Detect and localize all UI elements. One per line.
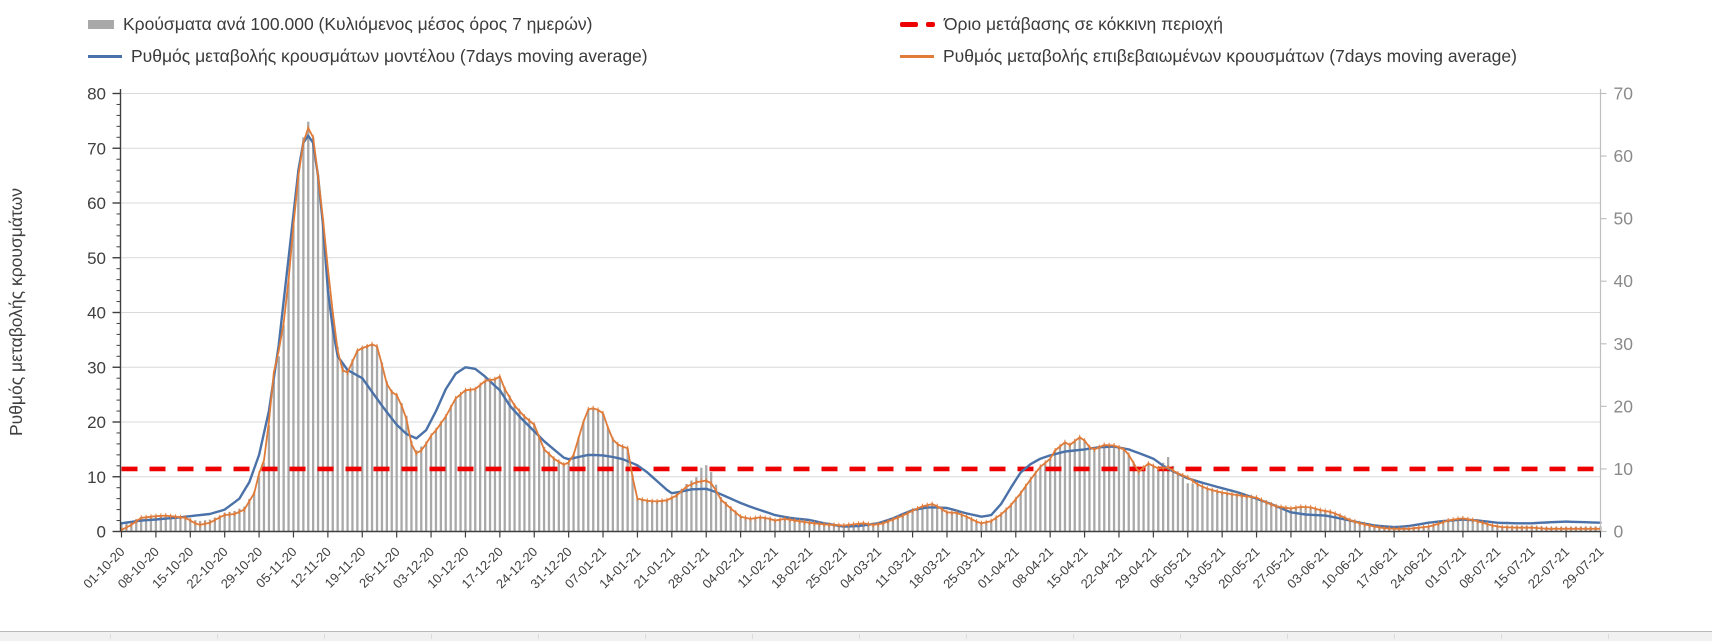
bottom-band-separator (1501, 634, 1502, 639)
bottom-band-separator (1394, 634, 1395, 639)
legend-item-cases-bars: Κρούσματα ανά 100.000 (Κυλιόμενος μέσος … (88, 13, 592, 35)
svg-text:20: 20 (1614, 396, 1634, 416)
right-axis: 0 10 20 30 40 50 60 70 (1599, 84, 1634, 542)
y-axis-title: Ρυθμός μεταβολής κρουσμάτων (6, 188, 26, 436)
orange-line-swatch-icon (900, 54, 934, 58)
blue-line-swatch-icon (88, 54, 122, 58)
svg-text:80: 80 (87, 85, 106, 104)
bottom-band-separator (752, 634, 753, 639)
svg-text:30: 30 (1614, 334, 1634, 354)
legend-label-red-threshold: Όριο μετάβασης σε κόκκινη περιοχή (944, 13, 1224, 34)
legend-label-cases-bars: Κρούσματα ανά 100.000 (Κυλιόμενος μέσος … (123, 13, 593, 34)
bottom-band-separator (966, 634, 967, 639)
bottom-band-separator (1073, 634, 1074, 639)
svg-text:60: 60 (1614, 146, 1634, 166)
legend-label-model-line: Ρυθμός μεταβολής κρουσμάτων μοντέλου (7d… (131, 45, 648, 66)
svg-text:20: 20 (87, 413, 106, 432)
series-confirmed-line (120, 125, 1602, 533)
legend-label-confirmed-line: Ρυθμός μεταβολής επιβεβαιωμένων κρουσμάτ… (943, 45, 1517, 66)
red-dash-swatch-icon (900, 21, 935, 27)
window-bottom-edge (0, 631, 1712, 641)
svg-text:0: 0 (1614, 522, 1624, 542)
bottom-band-separator (324, 634, 325, 639)
svg-text:0: 0 (97, 523, 106, 542)
bottom-band-separator (1180, 634, 1181, 639)
bottom-band-separator (538, 634, 539, 639)
legend-item-confirmed-line: Ρυθμός μεταβολής επιβεβαιωμένων κρουσμάτ… (900, 45, 1517, 67)
bottom-band-separator (217, 634, 218, 639)
svg-text:40: 40 (1614, 271, 1634, 291)
bottom-band-separator (431, 634, 432, 639)
bottom-band-separator (110, 634, 111, 639)
bottom-band-separator (859, 634, 860, 639)
svg-text:50: 50 (87, 249, 106, 268)
x-axis: 01-10-2008-10-2015-10-2022-10-2029-10-20… (80, 530, 1607, 591)
svg-text:30: 30 (87, 358, 106, 377)
left-axis: 0 10 20 30 40 50 60 70 80 (87, 85, 122, 542)
legend-item-red-threshold: Όριο μετάβασης σε κόκκινη περιοχή (900, 13, 1223, 35)
svg-text:40: 40 (87, 304, 106, 323)
svg-text:10: 10 (1614, 459, 1634, 479)
series-cases-bars (120, 121, 1602, 532)
bottom-band-separator (1608, 634, 1609, 639)
bottom-band-separator (645, 634, 646, 639)
svg-text:10: 10 (87, 468, 106, 487)
svg-text:70: 70 (1614, 84, 1634, 104)
legend-item-model-line: Ρυθμός μεταβολής κρουσμάτων μοντέλου (7d… (88, 45, 648, 67)
svg-text:50: 50 (1614, 209, 1634, 229)
bottom-band-separator (1287, 634, 1288, 639)
bar-swatch-icon (88, 19, 114, 29)
svg-text:60: 60 (87, 194, 106, 213)
svg-text:70: 70 (87, 139, 106, 158)
